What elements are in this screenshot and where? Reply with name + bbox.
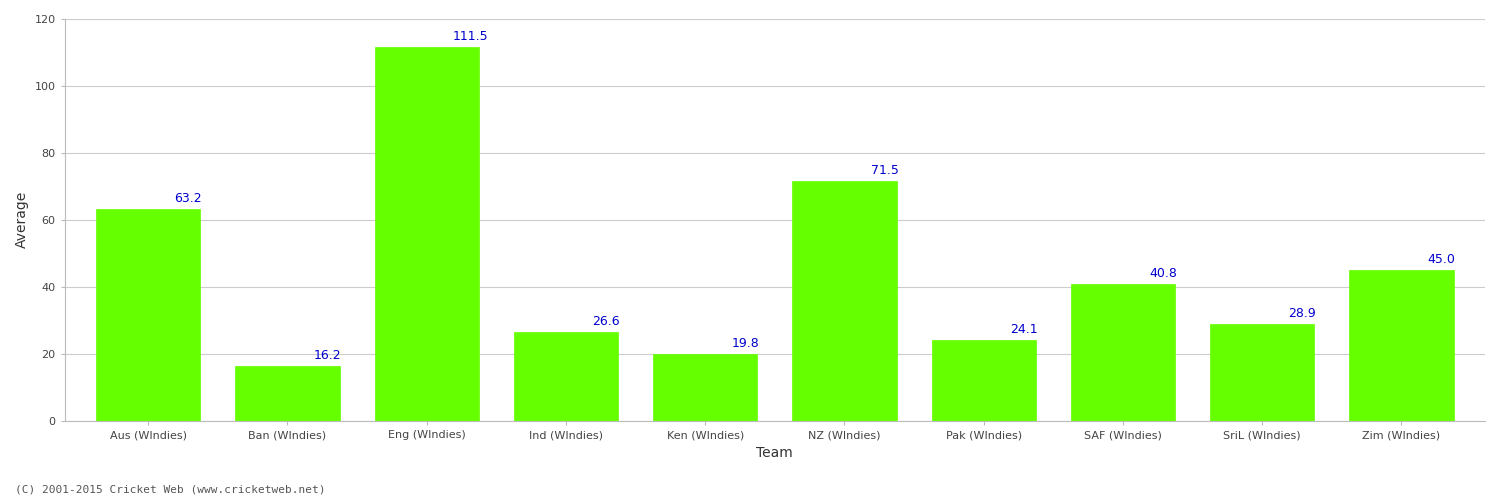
Bar [932, 340, 1036, 420]
Text: 19.8: 19.8 [732, 338, 759, 350]
Text: 24.1: 24.1 [1010, 323, 1038, 336]
Bar [1071, 284, 1174, 420]
Bar [375, 48, 478, 420]
Text: (C) 2001-2015 Cricket Web (www.cricketweb.net): (C) 2001-2015 Cricket Web (www.cricketwe… [15, 485, 326, 495]
Bar [236, 366, 339, 420]
Bar [514, 332, 618, 420]
Text: 26.6: 26.6 [592, 314, 619, 328]
Bar [792, 182, 897, 420]
Bar [1348, 270, 1454, 420]
Text: 28.9: 28.9 [1288, 307, 1316, 320]
Y-axis label: Average: Average [15, 191, 28, 248]
Text: 111.5: 111.5 [453, 30, 489, 44]
Text: 40.8: 40.8 [1149, 267, 1178, 280]
X-axis label: Team: Team [756, 446, 794, 460]
Bar [96, 209, 201, 420]
Text: 16.2: 16.2 [314, 350, 340, 362]
Text: 71.5: 71.5 [870, 164, 898, 177]
Bar [1210, 324, 1314, 420]
Text: 45.0: 45.0 [1428, 253, 1455, 266]
Text: 63.2: 63.2 [174, 192, 202, 205]
Bar [652, 354, 758, 420]
